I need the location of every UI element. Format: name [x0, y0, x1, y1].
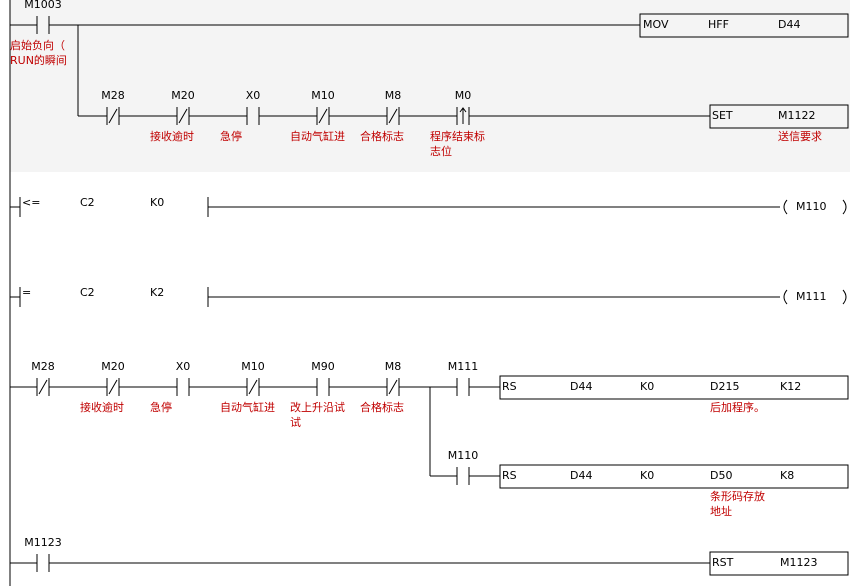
contact-gap	[457, 384, 469, 390]
instruction-operand: SET	[712, 109, 733, 122]
instruction-box	[709, 104, 849, 129]
contact-comment: RUN的瞬间	[10, 53, 67, 67]
contact-label: M8	[385, 89, 402, 102]
instruction-operand: HFF	[708, 18, 729, 31]
contact-comment: 合格标志	[360, 400, 404, 414]
instruction-comment: 条形码存放	[710, 489, 765, 503]
instruction-comment: 送信要求	[778, 129, 822, 143]
coil-left	[783, 199, 788, 215]
coil-label: M111	[796, 290, 827, 303]
contact-label: M28	[101, 89, 125, 102]
contact-slash	[38, 379, 48, 395]
compare-operand: C2	[80, 196, 95, 209]
contact-label: M8	[385, 360, 402, 373]
coil-right	[842, 289, 847, 305]
contact-comment: 急停	[220, 129, 242, 143]
contact-comment: 接收逾时	[150, 129, 194, 143]
coil-label: M110	[796, 200, 827, 213]
contact-label: M10	[241, 360, 265, 373]
contact-label: M0	[455, 89, 472, 102]
compare-operand: <=	[22, 196, 40, 209]
contact-label: M28	[31, 360, 55, 373]
contact-comment: 自动气缸进	[290, 129, 345, 143]
compare-operand: K0	[150, 196, 164, 209]
contact-slash	[108, 108, 118, 124]
contact-label: M90	[311, 360, 335, 373]
instruction-operand: M1123	[780, 556, 818, 569]
instruction-operand: K12	[780, 380, 801, 393]
contact-label: X0	[176, 360, 191, 373]
contact-slash	[108, 379, 118, 395]
contact-comment: 改上升沿试	[290, 400, 345, 414]
instruction-operand: D215	[710, 380, 739, 393]
coil-right	[842, 199, 847, 215]
instruction-operand: K0	[640, 380, 654, 393]
compare-operand: =	[22, 286, 31, 299]
instruction-box	[709, 551, 849, 576]
contact-slash	[248, 379, 258, 395]
contact-label: X0	[246, 89, 261, 102]
instruction-operand: K0	[640, 469, 654, 482]
instruction-operand: K8	[780, 469, 794, 482]
instruction-operand: RST	[712, 556, 734, 569]
instruction-operand: MOV	[643, 18, 669, 31]
instruction-operand: D44	[570, 469, 592, 482]
instruction-operand: RS	[502, 380, 517, 393]
contact-comment: 合格标志	[360, 129, 404, 143]
contact-label: M10	[311, 89, 335, 102]
contact-gap	[37, 560, 49, 566]
contact-comment: 志位	[430, 144, 452, 158]
contact-label: M111	[448, 360, 479, 373]
instruction-operand: M1122	[778, 109, 816, 122]
contact-label: M1123	[24, 536, 62, 549]
contact-gap	[37, 22, 49, 28]
contact-gap	[177, 384, 189, 390]
contact-slash	[318, 108, 328, 124]
instruction-box	[499, 375, 849, 400]
contact-slash	[388, 108, 398, 124]
contact-label: M110	[448, 449, 479, 462]
contact-label: M20	[171, 89, 195, 102]
instruction-operand: D44	[570, 380, 592, 393]
contact-comment: 试	[290, 416, 301, 429]
contact-arrow-head	[459, 107, 467, 113]
contact-comment: 程序结束标	[430, 129, 485, 143]
instruction-operand: D50	[710, 469, 732, 482]
instruction-comment: 地址	[710, 504, 732, 518]
instruction-box	[639, 13, 849, 38]
contact-slash	[388, 379, 398, 395]
contact-comment: 接收逾时	[80, 400, 124, 414]
contact-gap	[317, 384, 329, 390]
contact-comment: 启始负向（	[10, 38, 65, 52]
contact-gap	[457, 473, 469, 479]
contact-comment: 急停	[150, 400, 172, 414]
compare-operand: K2	[150, 286, 164, 299]
contact-slash	[178, 108, 188, 124]
contact-comment: 自动气缸进	[220, 400, 275, 414]
contact-label: M20	[101, 360, 125, 373]
instruction-comment: 后加程序。	[710, 400, 765, 414]
compare-operand: C2	[80, 286, 95, 299]
instruction-box	[499, 464, 849, 489]
instruction-operand: D44	[778, 18, 800, 31]
coil-left	[783, 289, 788, 305]
selected-rung-bg	[10, 0, 850, 172]
instruction-operand: RS	[502, 469, 517, 482]
contact-label: M1003	[24, 0, 62, 11]
contact-gap	[247, 113, 259, 119]
